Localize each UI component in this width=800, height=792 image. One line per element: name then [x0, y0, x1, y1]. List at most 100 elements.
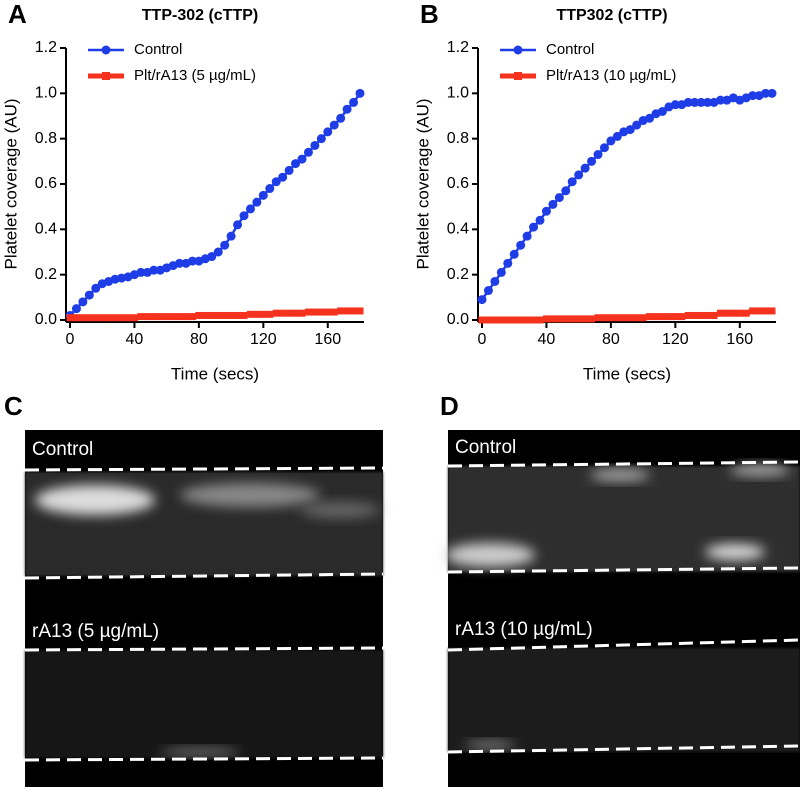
data-point: [84, 290, 94, 300]
data-point: [613, 314, 621, 322]
data-point: [182, 313, 190, 321]
data-point: [98, 314, 106, 322]
data-point: [220, 240, 230, 250]
y-tick-label: 1.2: [35, 39, 57, 56]
data-point: [111, 314, 119, 322]
data-point: [607, 314, 615, 322]
data-point: [600, 314, 608, 322]
data-point: [639, 314, 647, 322]
x-tick-label: 40: [126, 331, 144, 348]
data-point: [554, 193, 564, 203]
data-point: [716, 309, 724, 317]
data-point: [633, 314, 641, 322]
data-point: [234, 311, 242, 319]
data-point: [240, 311, 248, 319]
data-point: [587, 156, 597, 166]
y-tick-label: 0.2: [447, 266, 469, 283]
data-point: [555, 315, 563, 323]
data-point: [646, 313, 654, 321]
data-point: [703, 97, 713, 107]
data-point: [606, 136, 616, 146]
panel-label: D: [440, 391, 459, 421]
data-point: [562, 315, 570, 323]
data-point: [356, 307, 364, 315]
data-point: [574, 170, 584, 180]
micrograph-texture: [25, 472, 383, 758]
data-point: [657, 106, 667, 116]
legend-label: Plt/rA13 (5 µg/mL): [134, 67, 256, 84]
image-caption: rA13 (10 µg/mL): [455, 619, 593, 640]
y-tick-label: 0.6: [35, 175, 57, 192]
data-point: [136, 267, 146, 277]
data-point: [670, 100, 680, 110]
x-tick-label: 80: [602, 331, 620, 348]
data-point: [477, 295, 487, 305]
series-line: [480, 92, 772, 301]
x-tick-label: 160: [726, 331, 753, 348]
data-point: [612, 131, 622, 141]
y-axis-label: Platelet coverage (AU): [1, 98, 20, 269]
vessel-border: [24, 466, 384, 762]
data-point: [704, 311, 712, 319]
data-point: [652, 313, 660, 321]
x-axis-label: Time (secs): [583, 364, 671, 383]
data-point: [509, 249, 519, 259]
data-point: [226, 231, 236, 241]
data-point: [343, 307, 351, 315]
data-point: [259, 310, 267, 318]
legend-marker: [101, 45, 111, 55]
data-point: [729, 309, 737, 317]
data-point: [66, 314, 74, 322]
data-point: [503, 258, 513, 268]
x-tick-label: 120: [250, 331, 277, 348]
data-point: [567, 177, 577, 187]
data-point: [187, 256, 197, 266]
data-point: [588, 315, 596, 323]
panel-label: B: [420, 0, 439, 29]
y-tick-label: 0.8: [447, 130, 469, 147]
data-point: [79, 314, 87, 322]
data-point: [149, 265, 159, 275]
data-point: [723, 309, 731, 317]
data-point: [118, 314, 126, 322]
data-point: [355, 88, 365, 98]
image-caption: rA13 (5 µg/mL): [32, 621, 159, 642]
data-point: [690, 97, 700, 107]
data-point: [678, 313, 686, 321]
data-point: [683, 97, 693, 107]
y-axis-label: Platelet coverage (AU): [413, 98, 432, 269]
data-point: [665, 313, 673, 321]
data-point: [330, 308, 338, 316]
data-point: [298, 309, 306, 317]
data-point: [736, 309, 744, 317]
panel-label: C: [4, 391, 23, 421]
data-point: [632, 120, 642, 130]
data-point: [625, 125, 635, 135]
data-point: [478, 316, 486, 324]
data-point: [581, 315, 589, 323]
data-point: [329, 120, 339, 130]
data-point: [150, 313, 158, 321]
data-point: [245, 204, 255, 214]
data-point: [535, 215, 545, 225]
micrograph-texture: [445, 464, 800, 752]
data-point: [323, 127, 333, 137]
data-point: [645, 113, 655, 123]
data-point: [143, 313, 151, 321]
data-point: [568, 315, 576, 323]
data-point: [91, 283, 101, 293]
y-tick-label: 0.0: [35, 311, 57, 328]
x-tick-label: 160: [314, 331, 341, 348]
x-tick-label: 120: [662, 331, 689, 348]
data-point: [594, 314, 602, 322]
data-point: [593, 150, 603, 160]
data-point: [317, 308, 325, 316]
data-point: [188, 313, 196, 321]
data-point: [304, 308, 312, 316]
x-axis-label: Time (secs): [171, 364, 259, 383]
data-point: [350, 307, 358, 315]
data-point: [749, 307, 757, 315]
data-point: [233, 220, 243, 230]
legend-marker: [102, 72, 110, 80]
